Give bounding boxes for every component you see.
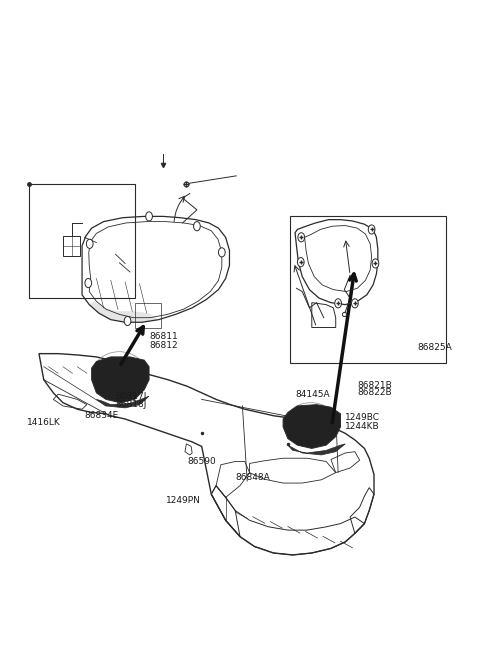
Circle shape — [368, 225, 375, 234]
Text: 86590: 86590 — [187, 457, 216, 466]
Text: 86818J: 86818J — [116, 400, 147, 409]
Circle shape — [86, 239, 93, 248]
Text: 86821B: 86821B — [357, 381, 392, 390]
Text: 86812: 86812 — [149, 341, 178, 350]
Text: 1416LK: 1416LK — [27, 418, 61, 427]
Polygon shape — [96, 396, 149, 408]
Circle shape — [298, 257, 304, 267]
Polygon shape — [288, 444, 345, 455]
Text: 86825A: 86825A — [417, 343, 452, 352]
Bar — [290, 216, 446, 364]
Circle shape — [146, 212, 153, 221]
Circle shape — [193, 221, 200, 231]
Circle shape — [335, 299, 341, 308]
Text: 86834E: 86834E — [84, 411, 119, 421]
Polygon shape — [89, 301, 158, 322]
Circle shape — [298, 233, 305, 242]
Text: 86848A: 86848A — [235, 474, 270, 482]
Text: 86822B: 86822B — [357, 388, 392, 398]
Text: 1249PN: 1249PN — [166, 496, 201, 505]
Text: 1244KB: 1244KB — [345, 422, 380, 431]
Circle shape — [124, 316, 131, 326]
Text: 86817J: 86817J — [116, 392, 147, 401]
Circle shape — [351, 299, 358, 308]
Bar — [135, 303, 161, 328]
Text: 86811: 86811 — [149, 332, 178, 341]
Text: 84145A: 84145A — [295, 390, 330, 400]
Circle shape — [372, 259, 379, 268]
Polygon shape — [92, 357, 149, 403]
Polygon shape — [283, 405, 340, 449]
Text: 1249BC: 1249BC — [345, 413, 380, 422]
Bar — [29, 183, 135, 298]
Circle shape — [85, 278, 92, 288]
Circle shape — [218, 248, 225, 257]
